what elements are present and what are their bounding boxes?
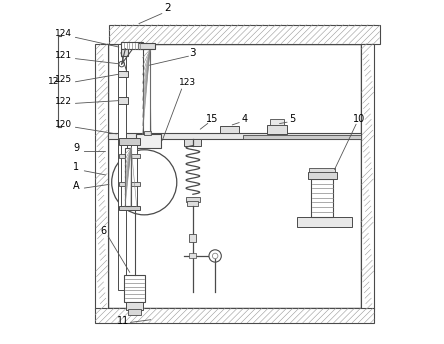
Bar [242,136,361,139]
Bar [95,308,374,323]
Circle shape [112,150,177,215]
Bar [108,133,361,139]
Text: 3: 3 [190,47,196,57]
Text: 5: 5 [289,114,295,124]
Bar [138,43,155,50]
Bar [108,44,361,308]
Bar [118,71,128,77]
Bar [131,139,137,210]
Bar [128,309,142,315]
Bar [297,217,352,227]
Bar [311,179,333,217]
Bar [308,172,337,179]
Circle shape [209,250,221,262]
Text: 124: 124 [55,29,72,38]
Bar [95,44,108,309]
Text: 123: 123 [179,78,196,87]
Bar [136,135,161,148]
Bar [119,154,140,158]
Bar [121,42,143,50]
Text: 15: 15 [206,114,218,124]
Bar [126,302,143,310]
Bar [143,50,150,135]
Bar [270,119,284,125]
Text: 12: 12 [48,77,59,86]
Text: 10: 10 [353,114,365,124]
Text: 121: 121 [55,51,72,60]
Text: 4: 4 [241,114,247,124]
Bar [118,44,126,290]
Bar [184,139,202,146]
Text: 6: 6 [101,226,107,236]
Text: 1: 1 [73,162,79,172]
Text: 9: 9 [73,143,79,153]
Bar [190,253,196,258]
Bar [121,49,128,56]
Bar [119,138,140,144]
Text: 2: 2 [164,3,170,13]
Text: 122: 122 [55,97,72,106]
Circle shape [119,61,124,67]
Text: 125: 125 [55,75,72,84]
Bar [361,44,374,309]
Bar [143,131,151,135]
Text: 120: 120 [55,120,72,129]
Bar [186,197,200,202]
Bar [118,97,128,104]
Bar [220,126,239,133]
Bar [187,202,198,206]
Text: 11: 11 [116,316,129,326]
Bar [121,139,127,210]
Circle shape [212,253,218,259]
Bar [119,182,140,186]
Bar [124,275,145,302]
Bar [125,148,131,206]
Text: A: A [73,181,80,191]
Bar [309,168,335,172]
Bar [266,125,287,135]
Bar [119,206,140,210]
Bar [109,25,380,44]
Bar [190,234,196,242]
